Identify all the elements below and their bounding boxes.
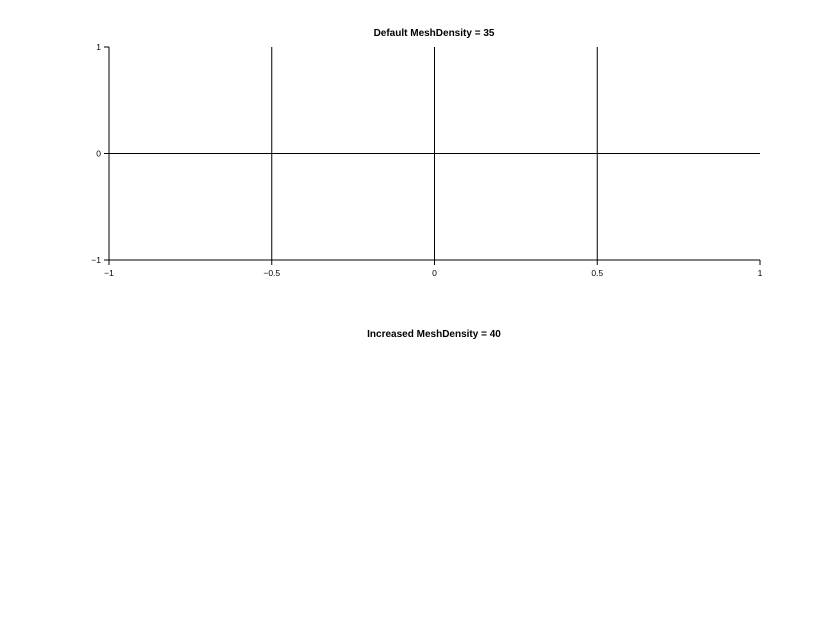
x-tick-label-0: −1 xyxy=(104,268,114,278)
x-tick-label-1: −0.5 xyxy=(263,268,280,278)
y-tick-label-1: 0 xyxy=(96,149,101,159)
chart-2-title: Increased MeshDensity = 40 xyxy=(367,329,501,340)
chart-increased-mesh-density: Increased MeshDensity = 40 xyxy=(367,329,501,340)
y-tick-label-2: 1 xyxy=(96,42,101,52)
chart-1-plot-area: −1 −0.5 0 0.5 1 −1 0 1 xyxy=(91,42,762,278)
chart-default-mesh-density: Default MeshDensity = 35 −1 −0.5 0 0.5 1 −1 0 1 xyxy=(91,28,762,278)
x-tick-label-3: 0.5 xyxy=(591,268,603,278)
x-tick-label-4: 1 xyxy=(758,268,763,278)
chart-1-title: Default MeshDensity = 35 xyxy=(374,28,495,39)
y-tick-label-0: −1 xyxy=(91,255,101,265)
x-tick-label-2: 0 xyxy=(432,268,437,278)
